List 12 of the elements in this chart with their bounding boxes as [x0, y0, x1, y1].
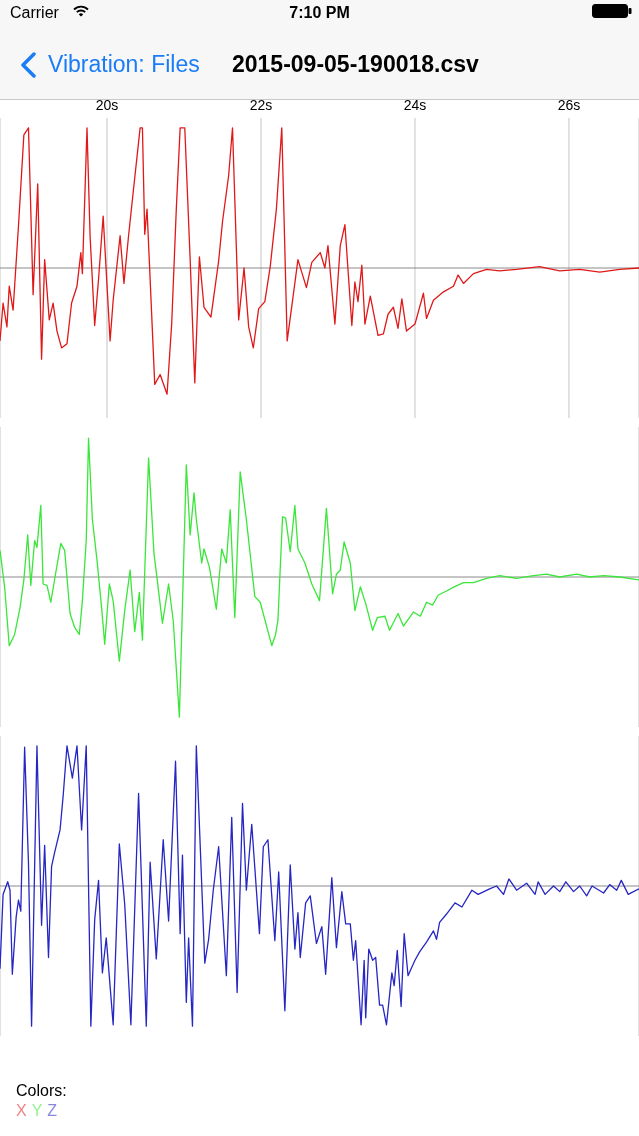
text: Vibration: Files: [48, 51, 200, 78]
text: Carrier: [10, 4, 59, 22]
x-tick-label: 20s: [95, 97, 119, 113]
chart-title: 2015-09-05-190018.csv: [232, 51, 479, 78]
text: Z: [47, 1102, 58, 1119]
x-tick-label: 24s: [403, 97, 427, 113]
x-tick-label: 22s: [249, 97, 273, 113]
legend-title: Colors:: [16, 1082, 67, 1100]
text: Y: [31, 1102, 43, 1119]
x-tick-label: 26s: [557, 97, 581, 113]
text: 7:10 PM: [289, 4, 350, 21]
text: X: [16, 1102, 27, 1119]
